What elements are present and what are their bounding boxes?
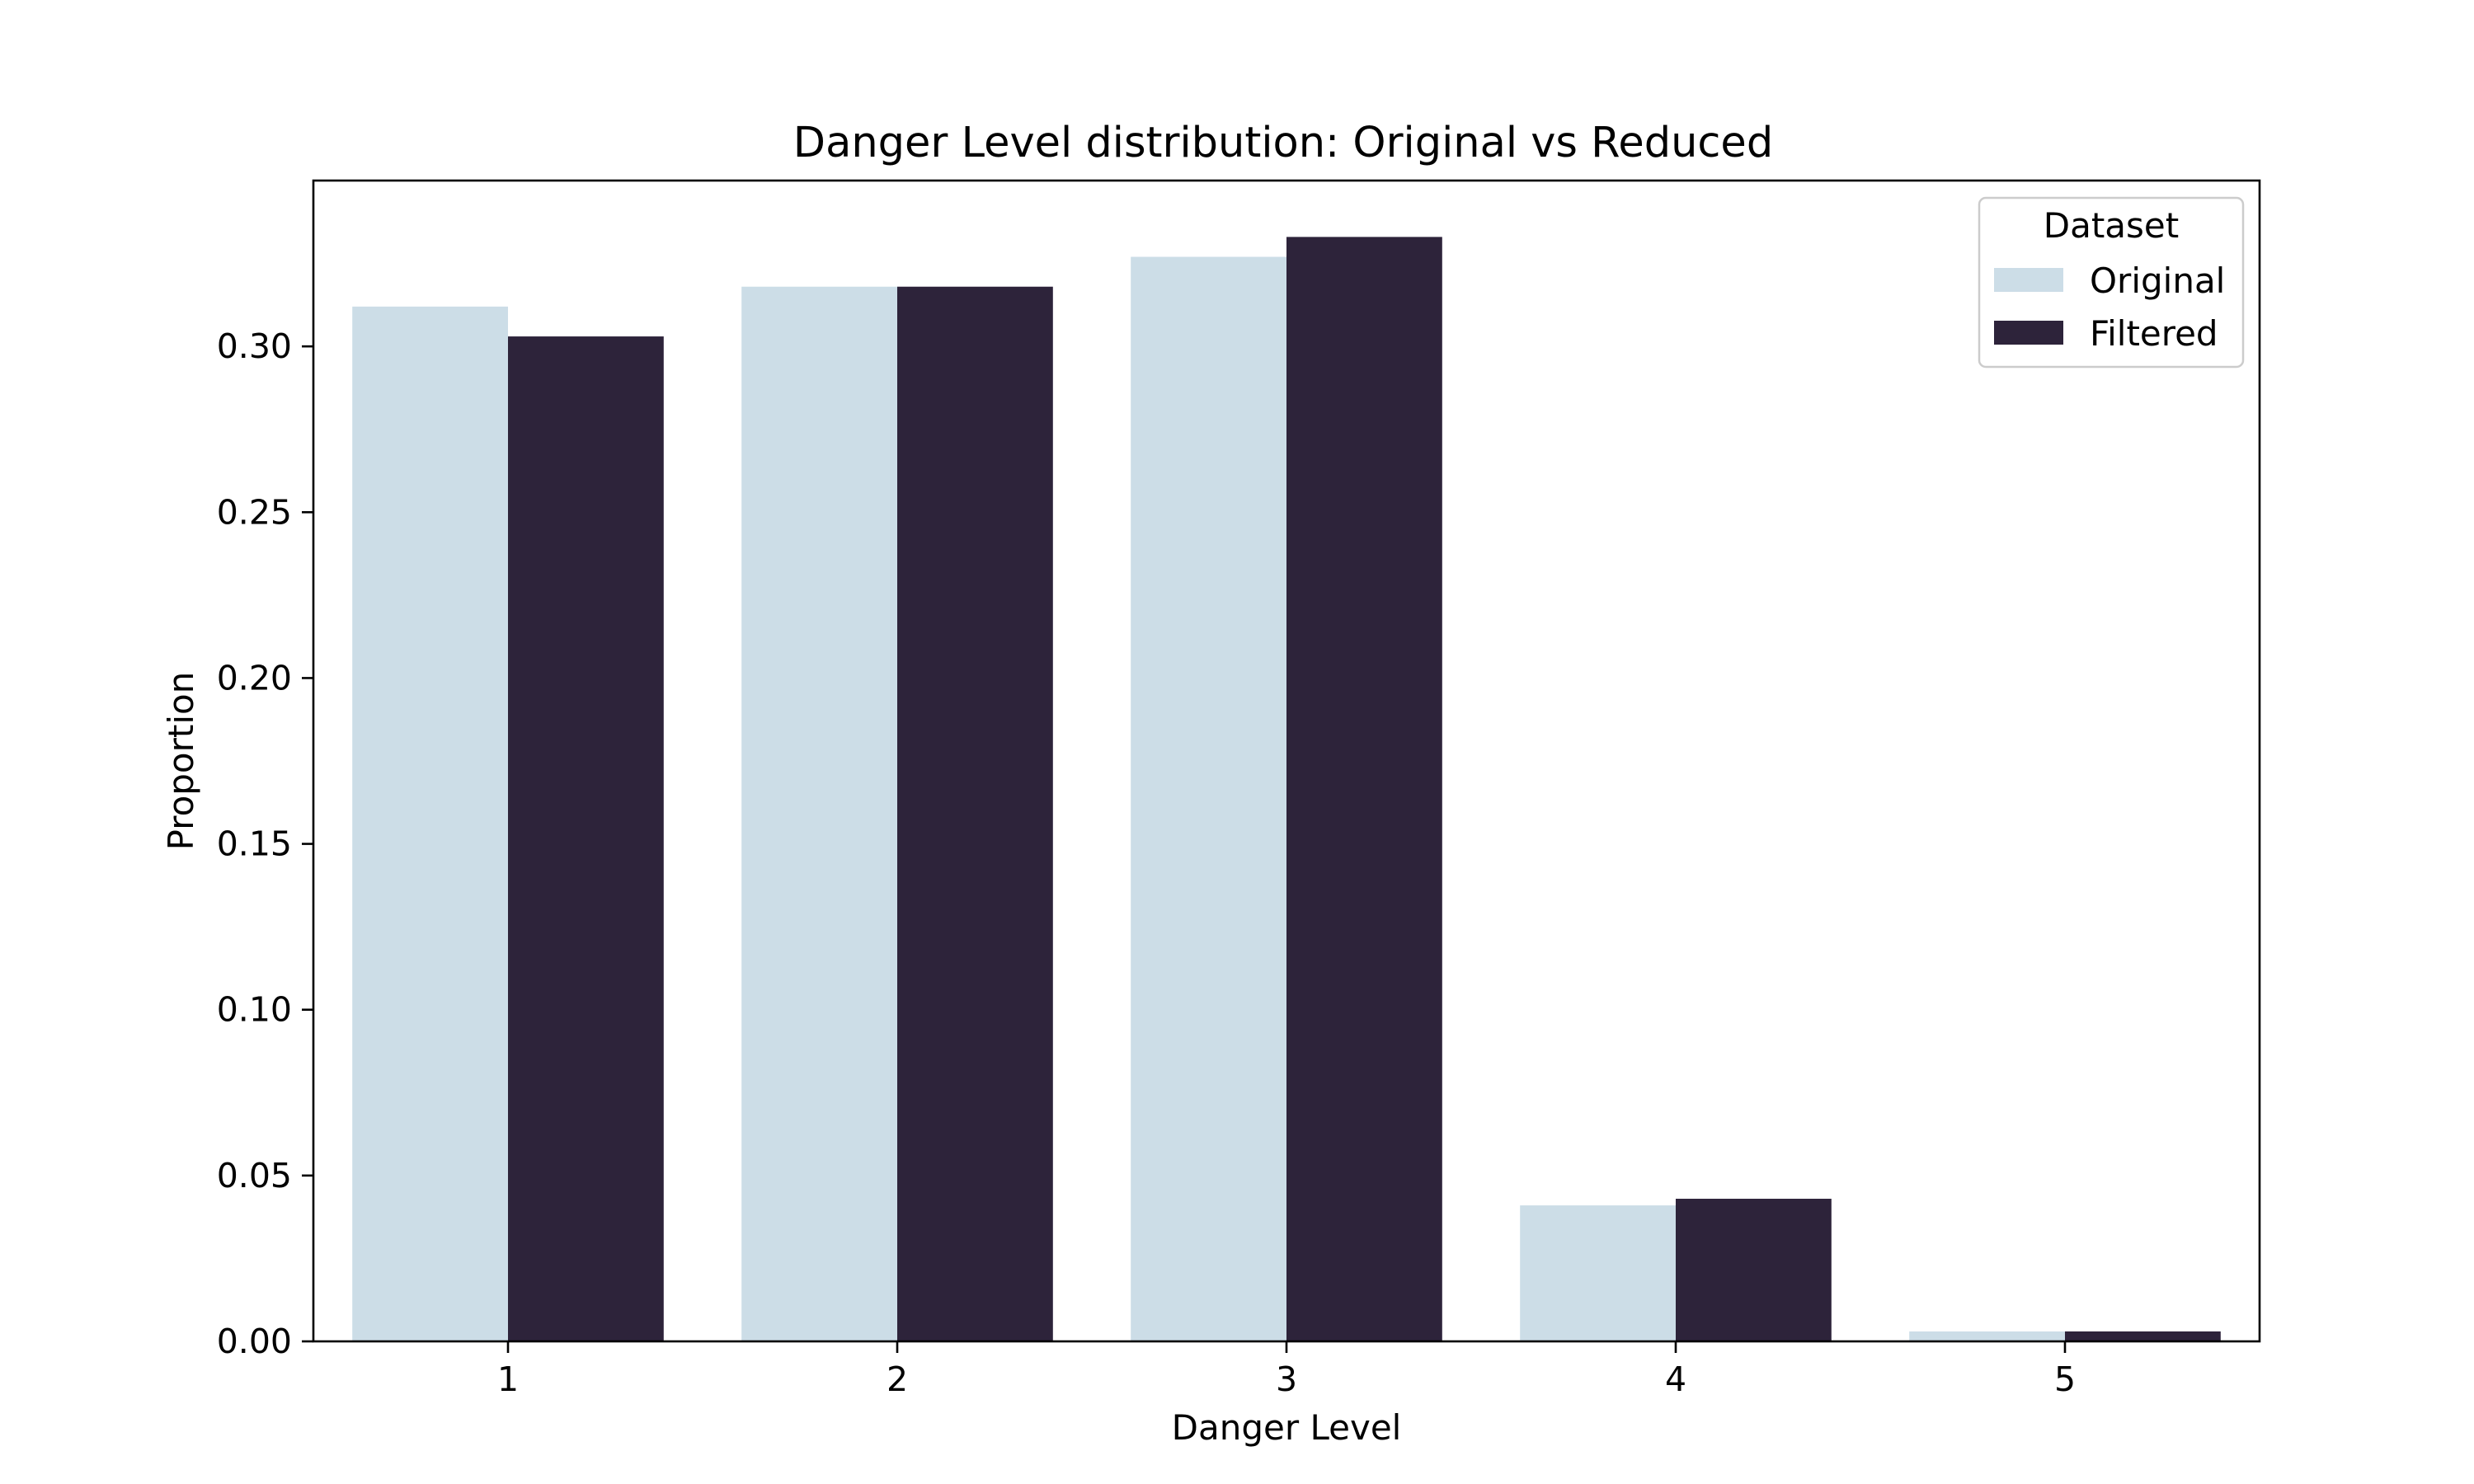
x-tick-label: 2 [887,1360,908,1399]
y-tick-label: 0.00 [217,1322,292,1361]
legend-items: Original Filtered [1994,261,2225,354]
x-tick-label: 4 [1665,1360,1686,1399]
x-tick-label: 3 [1276,1360,1297,1399]
y-tick-label: 0.25 [217,492,292,532]
bar-original-2 [741,286,897,1341]
legend-label-filtered: Filtered [2090,313,2218,354]
x-tick-label: 1 [497,1360,519,1399]
bar-filtered-4 [1676,1199,1832,1341]
bar-original-4 [1520,1205,1676,1341]
bar-filtered-3 [1286,237,1442,1342]
x-axis: 1 2 3 4 5 [497,1341,2076,1399]
y-axis-label: Proportion [161,672,201,851]
y-axis: 0.00 0.05 0.10 0.15 0.20 0.25 0.30 [217,326,313,1361]
bar-original-1 [352,306,508,1342]
x-tick-label: 5 [2054,1360,2076,1399]
bar-filtered-2 [897,286,1053,1341]
legend: Dataset Original Filtered [1978,196,2245,369]
y-tick-label: 0.30 [217,326,292,366]
y-tick-label: 0.10 [217,990,292,1030]
bar-original-3 [1131,256,1286,1341]
bar-filtered-1 [508,336,664,1342]
x-axis-label: Danger Level [1172,1407,1402,1448]
y-tick-label: 0.05 [217,1156,292,1195]
y-tick-label: 0.20 [217,658,292,697]
bars-layer [352,237,2221,1342]
bar-original-5 [1909,1331,2065,1341]
legend-swatch-original [1994,268,2063,292]
chart-title: Danger Level distribution: Original vs R… [793,119,1773,167]
legend-swatch-filtered [1994,321,2063,345]
y-tick-label: 0.15 [217,824,292,864]
legend-title: Dataset [2044,205,2179,246]
legend-label-original: Original [2090,261,2225,301]
bar-filtered-5 [2065,1331,2221,1341]
